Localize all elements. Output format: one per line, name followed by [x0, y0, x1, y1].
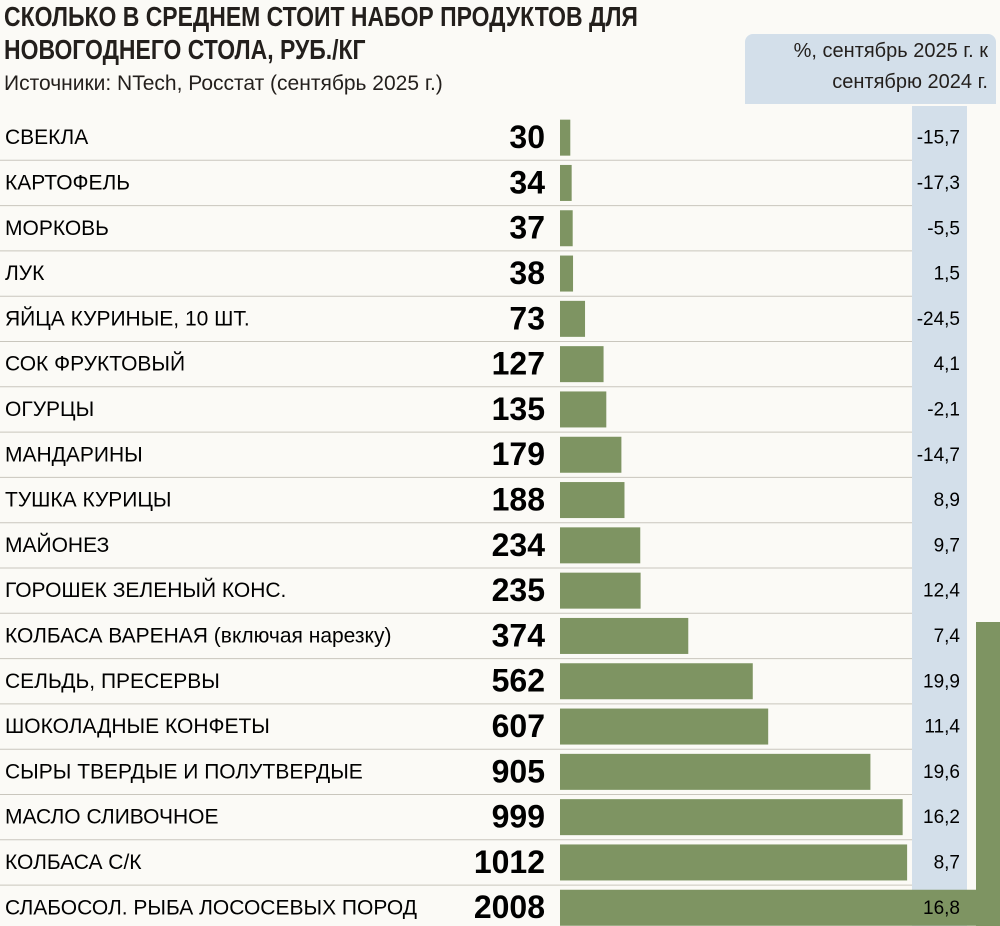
category-label: ОГУРЦЫ: [5, 398, 94, 421]
change-column: [912, 106, 967, 926]
change-label: 7,4: [934, 626, 961, 647]
change-label: 12,4: [923, 581, 960, 602]
category-label: ГОРОШЕК ЗЕЛЕНЫЙ КОНС.: [5, 578, 286, 602]
change-header: %, сентябрь 2025 г. к сентябрю 2024 г.: [745, 34, 996, 104]
category-label: МАСЛО СЛИВОЧНОЕ: [5, 806, 219, 829]
change-label: -24,5: [917, 309, 960, 330]
change-label: 4,1: [934, 354, 960, 375]
value-label: 127: [492, 346, 545, 382]
bar: [560, 210, 573, 247]
value-label: 1012: [474, 844, 545, 880]
category-label: КАРТОФЕЛЬ: [5, 171, 130, 194]
value-label: 374: [492, 617, 546, 653]
category-label: КОЛБАСА ВАРЕНАЯ (включая нарезку): [5, 624, 391, 647]
bar: [560, 617, 689, 654]
change-label: -17,3: [917, 173, 960, 194]
value-label: 562: [492, 663, 545, 699]
bar: [560, 300, 586, 337]
category-label: КОЛБАСА С/К: [5, 851, 142, 874]
change-label: 1,5: [934, 264, 960, 285]
category-label: СВЕКЛА: [5, 126, 88, 149]
category-label: МАЙОНЕЗ: [5, 533, 109, 557]
change-label: 16,2: [923, 807, 960, 828]
bar: [560, 572, 641, 609]
value-label: 234: [492, 527, 546, 563]
category-label: СЫРЫ ТВЕРДЫЕ И ПОЛУТВЕРДЫЕ: [5, 760, 363, 783]
value-label: 30: [509, 119, 545, 155]
category-label: ЯЙЦА КУРИНЫЕ, 10 ШТ.: [5, 306, 250, 330]
category-label: СЛАБОСОЛ. РЫБА ЛОСОСЕВЫХ ПОРОД: [5, 896, 417, 919]
change-label: 8,7: [934, 852, 960, 873]
category-label: МОРКОВЬ: [5, 217, 109, 240]
change-label: 9,7: [934, 535, 960, 556]
change-label: 8,9: [934, 490, 960, 511]
bar: [560, 889, 1000, 926]
value-label: 179: [492, 436, 545, 472]
value-label: 38: [509, 255, 545, 291]
bar: [560, 799, 903, 836]
bar-extension: [976, 622, 1000, 926]
chart-title: СКОЛЬКО В СРЕДНЕМ СТОИТ НАБОР ПРОДУКТОВ …: [4, 1, 638, 65]
bar: [560, 119, 571, 156]
value-label: 188: [492, 482, 545, 518]
change-label: 19,9: [923, 671, 960, 692]
category-label: ШОКОЛАДНЫЕ КОНФЕТЫ: [5, 715, 270, 738]
category-label: МАНДАРИНЫ: [5, 443, 143, 466]
value-label: 235: [492, 572, 545, 608]
change-label: -5,5: [927, 218, 960, 239]
bars: [560, 119, 1000, 926]
category-label: СОК ФРУКТОВЫЙ: [5, 352, 185, 376]
change-label: 11,4: [924, 717, 960, 738]
change-label: -15,7: [917, 128, 960, 149]
bar: [560, 527, 641, 564]
value-label: 37: [509, 210, 545, 246]
bar: [560, 708, 769, 745]
change-label: 16,8: [923, 898, 960, 919]
category-label: СЕЛЬДЬ, ПРЕСЕРВЫ: [5, 670, 220, 693]
value-label: 999: [492, 799, 545, 835]
bar: [560, 255, 574, 292]
chart-subtitle: Источники: NTech, Росстат (сентябрь 2025…: [4, 72, 443, 95]
value-label: 607: [492, 708, 545, 744]
bar: [560, 844, 908, 881]
bar: [560, 391, 607, 428]
change-label: -14,7: [917, 445, 960, 466]
value-label: 135: [492, 391, 545, 427]
category-label: ЛУК: [5, 262, 45, 285]
bar: [560, 482, 625, 519]
value-label: 34: [509, 164, 545, 200]
bar: [560, 346, 604, 383]
bar: [560, 164, 572, 201]
bar: [560, 436, 622, 473]
change-label: -2,1: [927, 399, 960, 420]
value-label: 905: [492, 753, 545, 789]
value-label: 2008: [474, 889, 545, 925]
bar: [560, 753, 871, 790]
change-label: 19,6: [923, 762, 960, 783]
value-label: 73: [509, 300, 545, 336]
category-label: ТУШКА КУРИЦЫ: [5, 489, 172, 512]
bar: [560, 663, 753, 700]
